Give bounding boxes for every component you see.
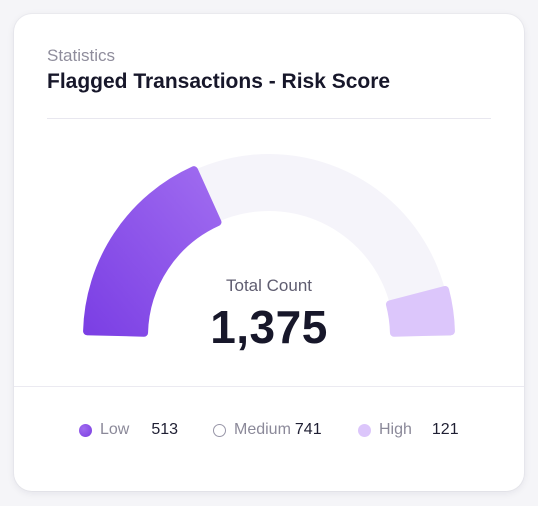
legend-item-medium[interactable]: Medium 741	[213, 419, 322, 441]
legend-value-low: 513	[151, 421, 179, 438]
risk-score-gauge	[83, 154, 455, 337]
gauge-legend: Low 513 Medium 741 High 121	[14, 419, 524, 441]
gauge-center-label: Total Count	[226, 276, 312, 295]
header-divider	[47, 118, 491, 119]
legend-label-low: Low	[100, 421, 130, 438]
risk-score-card: Statistics Flagged Transactions - Risk S…	[14, 14, 524, 491]
legend-label-medium: Medium	[234, 421, 291, 438]
card-subtitle: Statistics	[47, 46, 116, 65]
gauge-segment-low	[83, 166, 222, 337]
legend-dot-high	[358, 423, 371, 437]
legend-dot-medium	[213, 423, 226, 437]
gauge-total-value: 1,375	[210, 301, 328, 353]
gauge-segment-high	[385, 286, 455, 337]
card-title: Flagged Transactions - Risk Score	[47, 70, 391, 93]
legend-item-low[interactable]: Low 513	[79, 419, 178, 441]
legend-value-high: 121	[431, 421, 459, 438]
legend-item-high[interactable]: High 121	[358, 419, 459, 441]
legend-dot-low	[79, 423, 92, 437]
legend-value-medium: 741	[294, 421, 322, 438]
legend-divider	[14, 386, 524, 387]
legend-label-high: High	[379, 421, 412, 438]
